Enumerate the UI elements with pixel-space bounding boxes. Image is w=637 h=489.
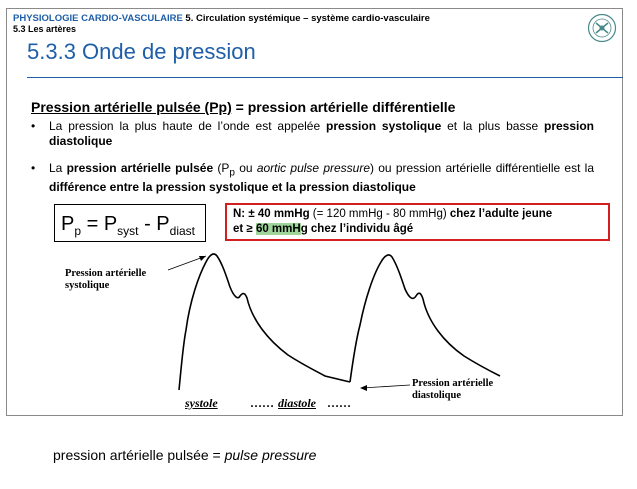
- bold-run: g chez l’individu âgé: [300, 223, 414, 235]
- text-run: (P: [213, 161, 230, 175]
- pressure-wave-2: [349, 254, 501, 383]
- bullet-dot: •: [31, 161, 36, 175]
- formula-run: - P: [138, 213, 170, 235]
- text-run: pression artérielle pulsée =: [53, 447, 225, 463]
- formula-run: P: [61, 213, 75, 235]
- text-run: ) ou pression artérielle différentielle …: [370, 161, 595, 175]
- normal-values-note: N: ± 40 mmHg (= 120 mmHg - 80 mmHg) chez…: [225, 203, 610, 241]
- bold-run: différence entre la pression systolique …: [49, 180, 416, 195]
- systole-diastole-dots: ……: [250, 396, 274, 410]
- course-name: PHYSIOLOGIE CARDIO-VASCULAIRE: [13, 13, 183, 24]
- text-run: (= 120 mmHg - 80 mmHg): [309, 208, 450, 220]
- label-line: Pression artérielle: [65, 268, 147, 279]
- bold-run: chez l’adulte jeune: [449, 208, 553, 220]
- diastolic-label: Pression artérielle diastolique: [412, 378, 493, 402]
- formula-sub: syst: [117, 224, 139, 238]
- slide-frame: PHYSIOLOGIE CARDIO-VASCULAIRE 5. Circula…: [6, 8, 623, 416]
- diastolic-arrow-head: [360, 385, 367, 391]
- formula-sub: diast: [169, 224, 195, 238]
- bullet-pulse-pressure: • La pression artérielle pulsée (Pp ou a…: [31, 161, 596, 195]
- slide-title: 5.3.3 Onde de pression: [27, 39, 256, 64]
- systole-label: systole: [185, 396, 218, 410]
- text-run: et la plus basse: [441, 119, 544, 133]
- bullet-text: La pression la plus haute de l’onde est …: [49, 119, 594, 149]
- text-run: La pression la plus haute de l’onde est …: [49, 119, 327, 133]
- subsection-header: 5.3 Les artères: [13, 24, 77, 34]
- pressure-wave-1: [178, 253, 351, 391]
- systolic-arrow: [167, 255, 207, 271]
- section-heading-underlined: Pression artérielle pulsée (Pp): [31, 99, 232, 115]
- bold-run: N: ± 40 mmHg: [233, 208, 310, 220]
- systolic-arrow-head: [199, 256, 206, 261]
- subscript-run: p: [229, 167, 235, 179]
- label-line: diastolique: [412, 390, 462, 401]
- chapter-name: 5. Circulation systémique – système card…: [185, 13, 430, 24]
- diastolic-arrow: [361, 384, 411, 389]
- text-run: La: [49, 161, 67, 175]
- italic-run: aortic pulse pressure: [256, 161, 371, 175]
- section-heading-rest: = pression artérielle différentielle: [235, 99, 456, 115]
- section-heading: Pression artérielle pulsée (Pp) = pressi…: [31, 99, 455, 115]
- text-run: ou: [234, 161, 257, 175]
- bold-run: pression artérielle pulsée: [66, 161, 214, 175]
- bullet-dot: •: [31, 119, 36, 133]
- bold-run: et ≥: [233, 223, 256, 235]
- bullet-systolic-diastolic: • La pression la plus haute de l’onde es…: [31, 119, 596, 151]
- title-divider: [27, 77, 623, 78]
- course-header: PHYSIOLOGIE CARDIO-VASCULAIRE 5. Circula…: [13, 13, 430, 24]
- bullet-text: La pression artérielle pulsée (Pp ou aor…: [49, 161, 594, 195]
- formula-run: = P: [81, 213, 118, 235]
- pulse-pressure-formula: Pp = Psyst - Pdiast: [54, 204, 206, 242]
- diastole-end-dots: ……: [327, 396, 351, 410]
- label-line: systolique: [65, 280, 110, 291]
- systolic-label: Pression artérielle systolique: [65, 268, 146, 292]
- diastole-label: diastole: [278, 396, 316, 410]
- footer-caption: pression artérielle pulsée = pulse press…: [53, 447, 316, 463]
- label-line: Pression artérielle: [412, 378, 494, 389]
- italic-run: pulse pressure: [224, 447, 317, 463]
- bold-run: pression diastolique: [49, 119, 595, 148]
- formula-sub: p: [74, 224, 82, 238]
- highlighted-run: 60 mmH: [255, 223, 301, 235]
- university-logo: [587, 13, 617, 43]
- bold-run: pression systolique: [326, 119, 442, 133]
